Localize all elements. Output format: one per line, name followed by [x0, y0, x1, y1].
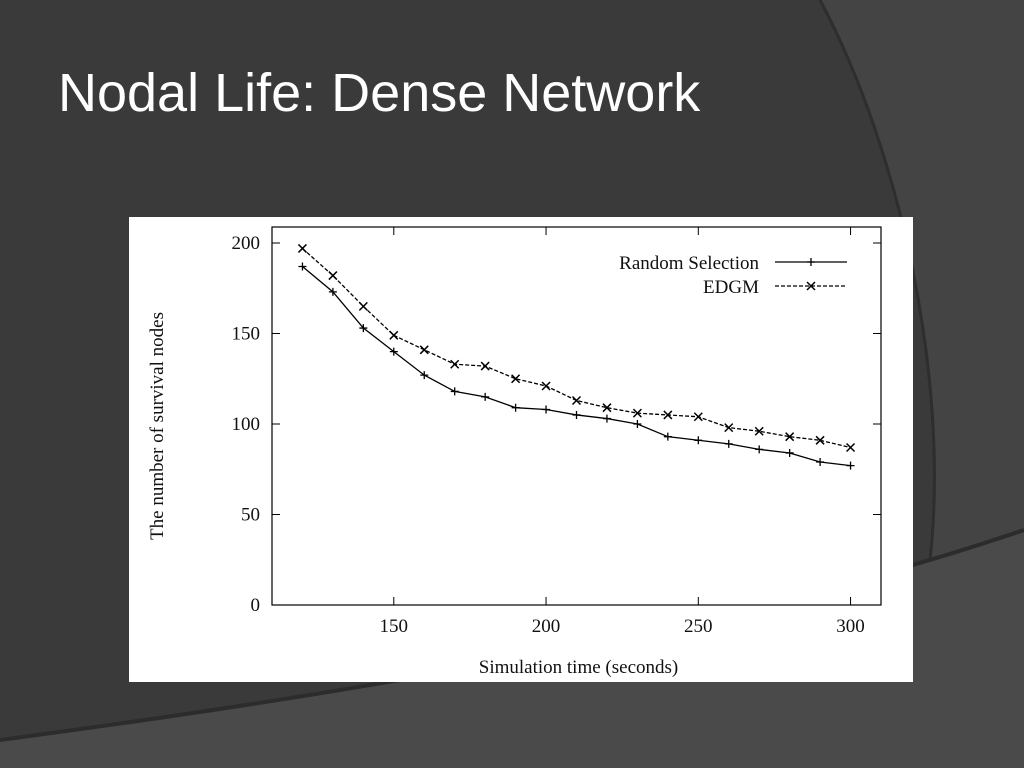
data-point-series-2	[632, 408, 642, 418]
data-point-series-1	[542, 405, 551, 414]
data-point-series-2	[754, 426, 764, 436]
data-point-series-2	[541, 381, 551, 391]
legend-marker	[806, 281, 816, 291]
data-point-series-2	[815, 435, 825, 445]
data-point-series-2	[480, 361, 490, 371]
legend-label: EDGM	[703, 277, 759, 298]
x-tick-label: 250	[684, 616, 713, 637]
data-point-series-1	[511, 403, 520, 412]
y-axis-label: The number of survival nodes	[147, 312, 168, 540]
data-point-series-1	[663, 432, 672, 441]
data-point-series-1	[694, 436, 703, 445]
slide-title: Nodal Life: Dense Network	[58, 63, 701, 123]
chart-figure: 0 50 100 150 200 150 200 250 300 Simulation time …	[129, 217, 913, 682]
y-tick-label: 100	[232, 414, 261, 435]
data-point-series-2	[328, 271, 338, 281]
series-line-1	[302, 266, 851, 467]
data-point-series-1	[602, 414, 611, 423]
data-point-series-2	[419, 345, 429, 355]
data-point-series-2	[724, 423, 734, 433]
legend-marker	[807, 258, 815, 266]
data-point-series-2	[389, 330, 399, 340]
data-point-series-2	[511, 374, 521, 384]
data-point-series-1	[633, 420, 642, 428]
data-point-series-1	[755, 445, 764, 454]
data-point-series-2	[785, 432, 795, 442]
data-point-series-2	[663, 410, 673, 420]
y-tick-label: 0	[251, 595, 261, 616]
data-point-series-1	[359, 324, 368, 333]
data-point-series-1	[785, 448, 794, 457]
data-point-series-2	[297, 243, 307, 253]
x-tick-label: 200	[532, 616, 561, 637]
data-point-series-1	[389, 347, 398, 356]
data-point-series-1	[481, 392, 490, 401]
line-chart: 0 50 100 150 200 150 200 250 300 Simulation time …	[147, 226, 882, 678]
data-point-series-2	[571, 395, 582, 406]
y-tick-label: 150	[232, 324, 261, 345]
data-point-series-1	[724, 439, 733, 448]
data-point-series-1	[450, 387, 459, 396]
data-point-series-1	[328, 287, 337, 296]
data-point-series-1	[846, 461, 855, 470]
data-point-series-2	[602, 403, 612, 413]
legend-label: Random Selection	[619, 253, 759, 274]
data-point-series-2	[693, 412, 703, 422]
data-point-series-2	[846, 442, 856, 453]
data-point-series-2	[450, 359, 460, 369]
y-tick-label: 50	[241, 505, 260, 526]
data-point-series-1	[572, 410, 581, 419]
x-axis-label: Simulation time (seconds)	[479, 657, 678, 678]
x-tick-label: 150	[380, 616, 409, 637]
plot-frame	[271, 226, 882, 606]
data-point-series-1	[816, 458, 825, 467]
data-point-series-2	[358, 301, 368, 311]
y-tick-label: 200	[232, 233, 261, 254]
x-tick-label: 300	[836, 616, 865, 637]
data-point-series-1	[298, 262, 307, 271]
data-point-series-1	[420, 371, 429, 380]
